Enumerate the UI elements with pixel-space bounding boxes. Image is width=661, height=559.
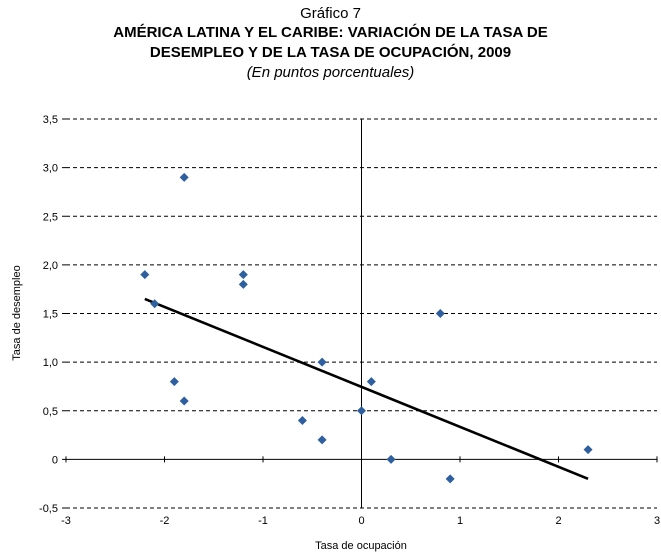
- data-point: [317, 435, 327, 445]
- y-tick-label: 3,5: [43, 114, 58, 126]
- y-tick-label: 1,5: [43, 309, 58, 321]
- chart-subtitle: (En puntos porcentuales): [246, 64, 415, 81]
- data-point: [238, 279, 248, 289]
- y-tick-label: 0,5: [43, 406, 58, 418]
- data-point: [583, 445, 593, 455]
- data-point: [386, 454, 396, 464]
- x-tick-label: 0: [358, 515, 364, 527]
- chart-label: Gráfico 7: [300, 5, 361, 22]
- data-point: [150, 299, 160, 309]
- tick-labels: -0,5 0 0,5 1,0 1,5 2,0 2,5 3,0 3,5 -3 -2 -1 0 1 2 3: [39, 114, 660, 527]
- data-point: [445, 474, 455, 484]
- data-point: [317, 357, 327, 367]
- x-tick-label: -1: [258, 515, 268, 527]
- data-point: [238, 270, 248, 280]
- x-tick-label: -2: [160, 515, 170, 527]
- data-point: [366, 377, 376, 387]
- x-tick-label: -3: [61, 515, 71, 527]
- y-tick-label: 2,5: [43, 211, 58, 223]
- chart-title-line1: AMÉRICA LATINA Y EL CARIBE: VARIACIÓN DE…: [113, 24, 548, 41]
- x-tick-label: 2: [555, 515, 561, 527]
- y-tick-label: 2,0: [43, 260, 58, 272]
- chart-header: Gráfico 7 AMÉRICA LATINA Y EL CARIBE: VA…: [0, 4, 661, 83]
- x-tick-label: 3: [654, 515, 660, 527]
- data-point: [435, 309, 445, 318]
- y-axis-title: Tasa de desempleo: [11, 265, 23, 360]
- data-point: [357, 406, 366, 416]
- x-tick-label: 1: [457, 515, 463, 527]
- axes: [62, 118, 658, 509]
- chart-title-line2: DESEMPLEO Y DE LA TASA DE OCUPACIÓN, 200…: [149, 44, 512, 61]
- y-tick-label: 0: [52, 454, 58, 466]
- data-points: [140, 172, 593, 484]
- y-tick-label: -0,5: [39, 503, 58, 515]
- trendline: [144, 297, 589, 481]
- data-point: [179, 396, 189, 406]
- data-point: [179, 172, 189, 182]
- data-point: [169, 377, 179, 387]
- x-axis-title: Tasa de ocupación: [315, 540, 407, 552]
- y-tick-label: 3,0: [43, 163, 58, 175]
- data-point: [140, 270, 150, 280]
- data-point: [297, 415, 307, 425]
- y-tick-label: 1,0: [43, 357, 58, 369]
- trendline-layer: [144, 297, 589, 481]
